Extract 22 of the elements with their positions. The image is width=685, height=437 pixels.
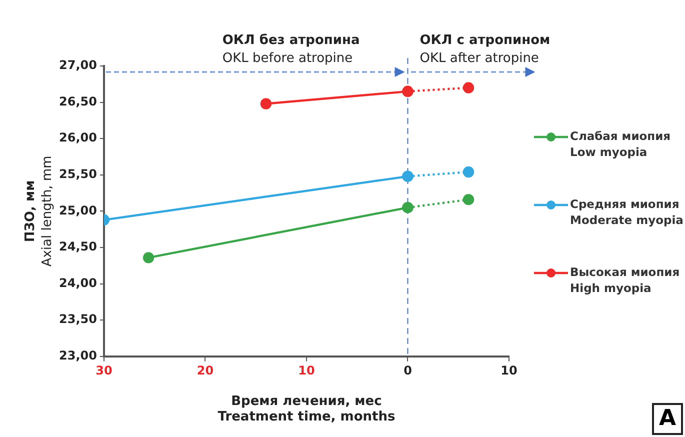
y-tick-label: 24,50 xyxy=(58,240,97,254)
text: ОКЛ без атропина OKL before atropine xyxy=(222,32,360,66)
text: A xyxy=(652,403,683,435)
y-tick-label: 25,00 xyxy=(58,203,97,218)
x-tick-label: 30 xyxy=(96,364,112,378)
x-tick-label: 20 xyxy=(196,364,214,378)
legend-label: Высокая миопия High myopia xyxy=(570,264,680,296)
legend-label: Средняя миопия Moderate myopia xyxy=(570,196,684,228)
y-axis-title: ПЗО, мм Axial length, mm xyxy=(23,156,55,267)
y-tick-label: 27,00 xyxy=(58,58,97,72)
x-tick-label: 0 xyxy=(404,364,412,378)
text: ОКЛ с атропином OKL after atropine xyxy=(420,32,550,66)
legend-label: Слабая миопия Low myopia xyxy=(570,128,671,160)
x-tick-label: 10 xyxy=(500,364,518,378)
y-tick-label: 23,50 xyxy=(58,312,97,326)
y-tick-label: 23,00 xyxy=(58,348,97,363)
y-tick-label: 26,00 xyxy=(58,130,97,145)
y-tick-label: 25,50 xyxy=(58,167,97,182)
x-axis-title: Время лечения, мес Treatment time, months xyxy=(218,394,396,425)
y-tick-label: 24,00 xyxy=(58,276,97,290)
y-tick-label: 26,50 xyxy=(58,94,97,108)
x-tick-label: 10 xyxy=(298,364,315,378)
